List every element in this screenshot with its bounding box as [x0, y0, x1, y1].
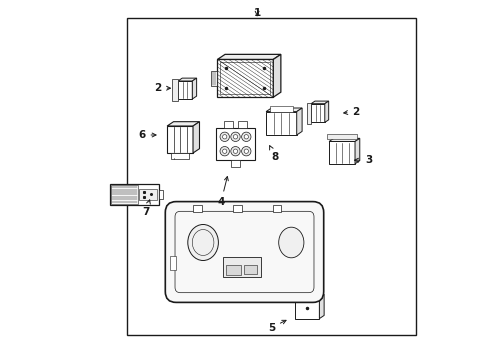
Bar — [326, 134, 356, 139]
Bar — [302, 292, 305, 298]
Bar — [220, 62, 270, 94]
Bar — [167, 126, 193, 153]
Bar — [265, 112, 296, 135]
Bar — [110, 184, 159, 205]
Bar — [193, 205, 202, 212]
Bar — [294, 298, 319, 319]
Circle shape — [230, 147, 240, 156]
Text: 2: 2 — [343, 107, 359, 117]
Bar — [272, 205, 281, 212]
Text: 1: 1 — [253, 8, 260, 18]
Circle shape — [244, 149, 248, 153]
Polygon shape — [217, 54, 280, 59]
Bar — [138, 189, 157, 200]
Circle shape — [241, 147, 250, 156]
Bar — [269, 106, 292, 112]
Bar — [172, 79, 178, 101]
Bar — [232, 205, 241, 212]
Bar — [169, 256, 176, 270]
Bar — [215, 128, 255, 160]
Bar — [223, 257, 260, 277]
Polygon shape — [294, 294, 324, 298]
Polygon shape — [310, 101, 328, 104]
Bar — [224, 121, 232, 128]
Polygon shape — [354, 138, 359, 164]
Bar — [217, 59, 273, 97]
Polygon shape — [328, 138, 359, 141]
Bar — [127, 18, 415, 335]
Polygon shape — [265, 108, 302, 112]
Polygon shape — [319, 294, 324, 319]
Circle shape — [241, 132, 250, 141]
Bar — [211, 71, 217, 86]
Polygon shape — [193, 122, 199, 153]
Circle shape — [220, 147, 229, 156]
Bar — [159, 190, 163, 199]
Text: 2: 2 — [154, 83, 170, 93]
Ellipse shape — [278, 227, 303, 258]
Bar — [178, 81, 192, 99]
Bar — [111, 185, 138, 204]
Bar — [244, 265, 257, 274]
Bar — [226, 265, 241, 275]
Circle shape — [233, 135, 237, 139]
Text: 7: 7 — [142, 200, 150, 217]
Circle shape — [220, 132, 229, 141]
Text: 4: 4 — [217, 176, 228, 207]
Circle shape — [222, 135, 226, 139]
Text: 8: 8 — [269, 146, 278, 162]
FancyBboxPatch shape — [165, 202, 323, 302]
Polygon shape — [178, 78, 196, 81]
Circle shape — [233, 149, 237, 153]
Circle shape — [230, 132, 240, 141]
Circle shape — [244, 135, 248, 139]
Circle shape — [222, 149, 226, 153]
Polygon shape — [296, 108, 302, 135]
Text: 6: 6 — [138, 130, 156, 140]
Text: 3: 3 — [354, 155, 371, 165]
Polygon shape — [192, 78, 196, 99]
Polygon shape — [167, 122, 199, 126]
Ellipse shape — [187, 225, 218, 261]
Bar — [296, 292, 300, 298]
Bar — [328, 141, 354, 164]
Polygon shape — [273, 54, 280, 97]
Bar — [307, 292, 310, 298]
Text: 5: 5 — [267, 320, 285, 333]
Bar — [310, 104, 324, 122]
Bar — [170, 153, 189, 159]
Bar — [231, 160, 239, 167]
Bar — [306, 103, 310, 124]
Polygon shape — [324, 101, 328, 122]
Bar — [238, 121, 246, 128]
